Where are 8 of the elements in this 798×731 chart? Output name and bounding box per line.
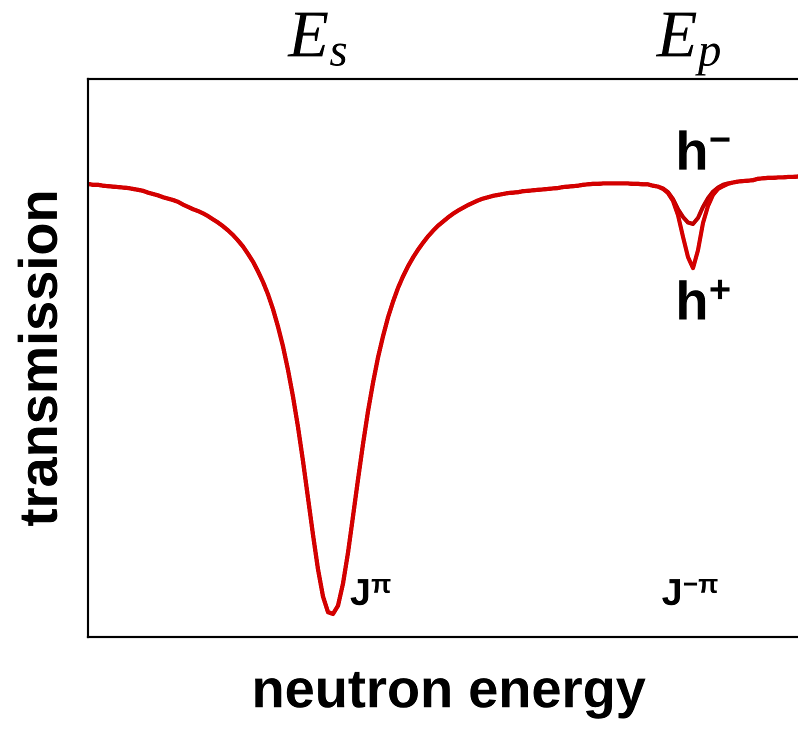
annotation: J$^{π}$ (350, 578, 391, 606)
series-label: h$^{−}$ (679, 130, 730, 170)
annotation: J$^{−π}$ (662, 578, 718, 606)
text: E$_{p}$ (656, 12, 720, 76)
text: E$_{s}$ (287, 12, 346, 66)
x-axis-title: neutron energy (255, 672, 646, 719)
series-label: h$^{+}$ (679, 280, 730, 320)
y-axis-title: transmission (18, 192, 58, 526)
